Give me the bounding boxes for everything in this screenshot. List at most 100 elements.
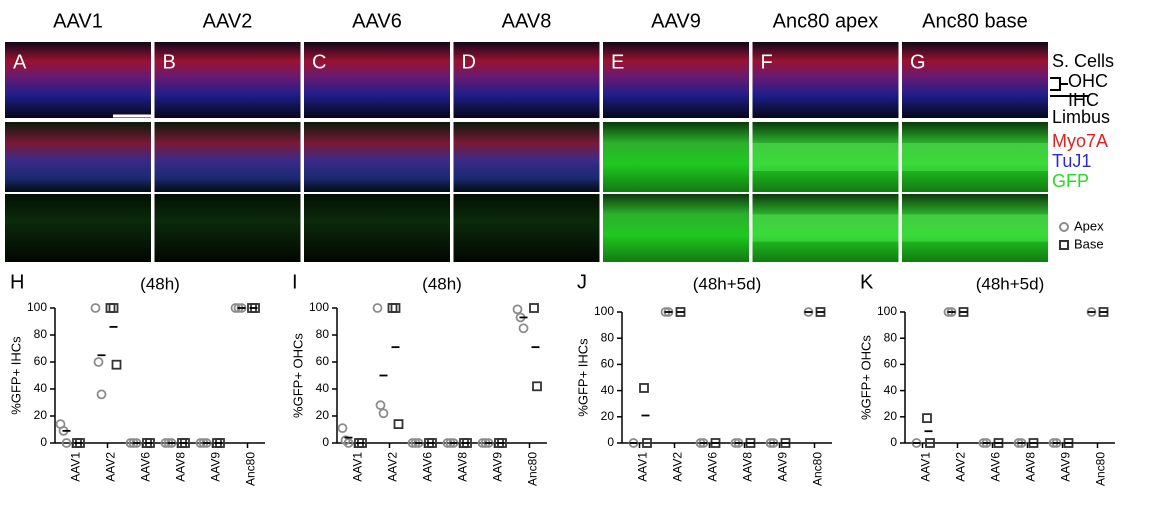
y-tick-label: 0 — [40, 435, 47, 449]
bracket — [1050, 77, 1088, 97]
micrograph — [453, 122, 600, 192]
x-tick-label: AAV8 — [1024, 452, 1038, 482]
base-point — [105, 303, 116, 313]
base-point — [529, 303, 539, 313]
micrograph — [453, 194, 600, 262]
micrograph — [304, 42, 450, 118]
micrograph — [752, 42, 899, 118]
micrograph-glow — [902, 143, 1048, 171]
base-point — [642, 438, 652, 448]
base-point — [532, 381, 542, 392]
column-header: AAV2 — [203, 10, 253, 32]
micrograph — [902, 42, 1048, 118]
micrograph — [603, 122, 749, 192]
x-tick-label: AAV9 — [491, 452, 505, 482]
micrograph — [154, 42, 301, 118]
column-header: AAV1 — [53, 10, 103, 32]
y-tick-label: 40 — [884, 383, 898, 397]
micrograph — [453, 42, 600, 118]
panel-letter: B — [163, 51, 176, 73]
apex-point — [337, 423, 348, 434]
x-tick-label: AAV6 — [421, 452, 435, 482]
micrograph-glow — [752, 214, 899, 242]
y-tick-label: 60 — [34, 354, 48, 368]
y-tick-label: 60 — [884, 357, 898, 371]
x-tick-label: AAV2 — [671, 452, 685, 482]
y-axis-label: %GFP+ IHCs — [8, 336, 23, 415]
base-point — [639, 383, 649, 393]
x-tick-label: AAV2 — [386, 452, 400, 482]
micrograph — [5, 122, 151, 192]
micrograph — [603, 194, 749, 262]
x-tick-label: AAV1 — [919, 452, 933, 482]
column-header: AAV6 — [352, 10, 402, 32]
y-tick-label: 80 — [34, 327, 48, 341]
micrograph — [752, 194, 899, 262]
y-tick-label: 100 — [877, 304, 897, 318]
y-tick-label: 60 — [601, 357, 615, 371]
y-tick-label: 80 — [316, 327, 330, 341]
x-tick-label: AAV2 — [104, 452, 118, 482]
layer-label: S. Cells — [1052, 51, 1114, 71]
base-point — [111, 359, 122, 370]
micrograph — [603, 42, 749, 118]
panel-letter: C — [312, 51, 326, 73]
y-tick-label: 0 — [607, 435, 614, 449]
marker-label: Base — [1074, 236, 1104, 251]
micrograph — [154, 194, 301, 262]
layer-label: Limbus — [1052, 107, 1110, 127]
y-tick-label: 40 — [601, 383, 615, 397]
micrograph — [5, 42, 151, 118]
y-axis-label: %GFP+ OHCs — [858, 335, 873, 420]
x-tick-label: AAV6 — [989, 452, 1003, 482]
apex-point — [61, 438, 72, 448]
x-tick-label: AAV9 — [209, 452, 223, 482]
chart-title: (48h+5d) — [693, 274, 762, 293]
apex-point — [343, 438, 354, 448]
apex-point — [372, 303, 383, 313]
micrograph — [902, 194, 1048, 262]
x-tick-label: Anc80 — [526, 452, 540, 486]
x-tick-label: AAV8 — [174, 452, 188, 482]
micrograph — [154, 122, 301, 192]
panel-letter: J — [577, 271, 587, 293]
y-tick-label: 80 — [601, 330, 615, 344]
column-header: Anc80 base — [922, 10, 1028, 32]
micrograph-glow — [752, 143, 899, 171]
base-point — [393, 419, 404, 430]
apex-point — [375, 400, 386, 411]
y-tick-label: 100 — [27, 300, 47, 314]
apex-point — [93, 357, 104, 367]
micrograph-glow — [902, 214, 1048, 242]
apex-point — [518, 323, 529, 334]
base-key — [1059, 240, 1069, 250]
y-tick-label: 20 — [601, 409, 615, 423]
base-point — [387, 303, 398, 313]
panel-letter: I — [292, 271, 298, 293]
x-tick-label: Anc80 — [244, 452, 258, 486]
column-header: AAV8 — [502, 10, 552, 32]
chart-title: (48h+5d) — [976, 274, 1045, 293]
panel-letter: H — [10, 271, 24, 293]
panel-letter: K — [860, 271, 874, 293]
x-tick-label: AAV9 — [776, 452, 790, 482]
x-tick-label: AAV8 — [741, 452, 755, 482]
micrographs — [5, 42, 1048, 262]
layer-label: OHC — [1068, 71, 1108, 91]
panel-letter: D — [462, 51, 476, 73]
y-axis-label: %GFP+ IHCs — [575, 338, 590, 417]
panel-letter: E — [611, 51, 624, 73]
stain-label: Myo7A — [1052, 131, 1108, 151]
column-header: AAV9 — [651, 10, 701, 32]
apex-point — [378, 408, 389, 419]
base-point — [390, 303, 401, 313]
x-tick-label: AAV1 — [351, 452, 365, 482]
micrograph — [902, 122, 1048, 192]
base-point — [922, 413, 932, 424]
micrograph — [752, 122, 899, 192]
y-tick-label: 0 — [890, 435, 897, 449]
stain-label: TuJ1 — [1052, 151, 1091, 171]
x-tick-label: AAV1 — [636, 452, 650, 482]
